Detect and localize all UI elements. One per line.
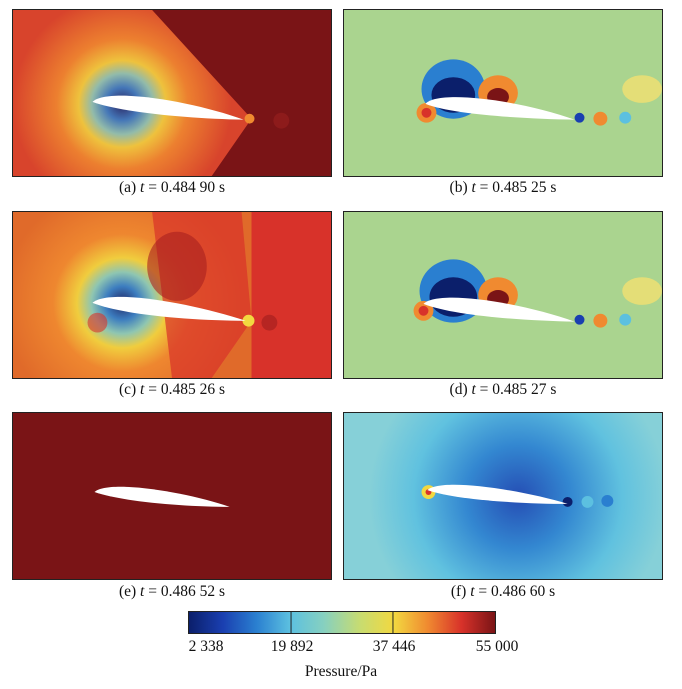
colorbar-tick-label: 2 338 [188,638,224,655]
airfoil [94,486,230,507]
caption-a: (a) t = 0.484 90 s [118,179,226,196]
caption-e: (e) t = 0.486 52 s [118,583,226,600]
airfoil [423,297,575,322]
caption-b: (b) t = 0.485 25 s [449,179,557,196]
airfoil [427,484,568,504]
caption-c: (c) t = 0.485 26 s [118,381,226,398]
panel-f [343,412,663,580]
colorbar-tick-label: 55 000 [475,638,519,655]
panel-d [343,211,663,379]
panel-c [12,211,332,379]
colorbar [188,611,496,634]
airfoil [425,97,575,120]
colorbar-tick-label: 19 892 [270,638,314,655]
panel-b [343,9,663,177]
airfoil [92,95,244,120]
caption-d: (d) t = 0.485 27 s [449,381,557,398]
panel-e [12,412,332,580]
colorbar-label: Pressure/Pa [304,663,378,680]
colorbar-tick-label: 37 446 [372,638,416,655]
caption-f: (f) t = 0.486 60 s [450,583,556,600]
panel-a [12,9,332,177]
airfoil [92,296,246,321]
